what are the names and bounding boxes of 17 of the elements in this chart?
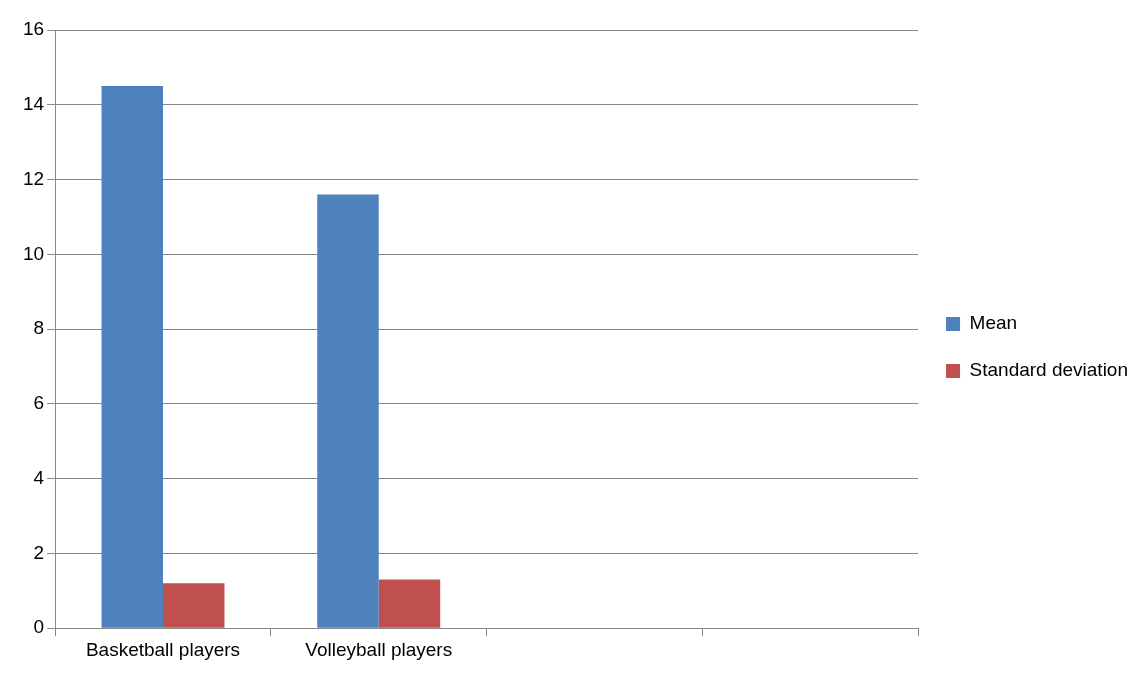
legend-label: Mean — [969, 312, 1018, 334]
y-tick-label: 12 — [22, 167, 45, 189]
legend-label: Standard deviation — [969, 359, 1129, 381]
y-tick-label: 8 — [33, 317, 45, 339]
y-tick-label: 6 — [33, 392, 45, 414]
y-tick-label: 14 — [22, 93, 45, 115]
x-tick-label: Volleyball players — [305, 638, 453, 660]
bar — [317, 194, 379, 628]
y-tick-label: 2 — [33, 541, 45, 563]
bar — [163, 583, 225, 628]
y-tick-label: 16 — [22, 18, 45, 40]
x-tick-label: Basketball players — [85, 638, 241, 660]
y-tick-label: 0 — [33, 616, 45, 638]
y-tick-label: 4 — [33, 466, 45, 488]
bar — [101, 86, 163, 628]
bar — [378, 579, 441, 628]
y-tick-label: 10 — [22, 242, 45, 264]
